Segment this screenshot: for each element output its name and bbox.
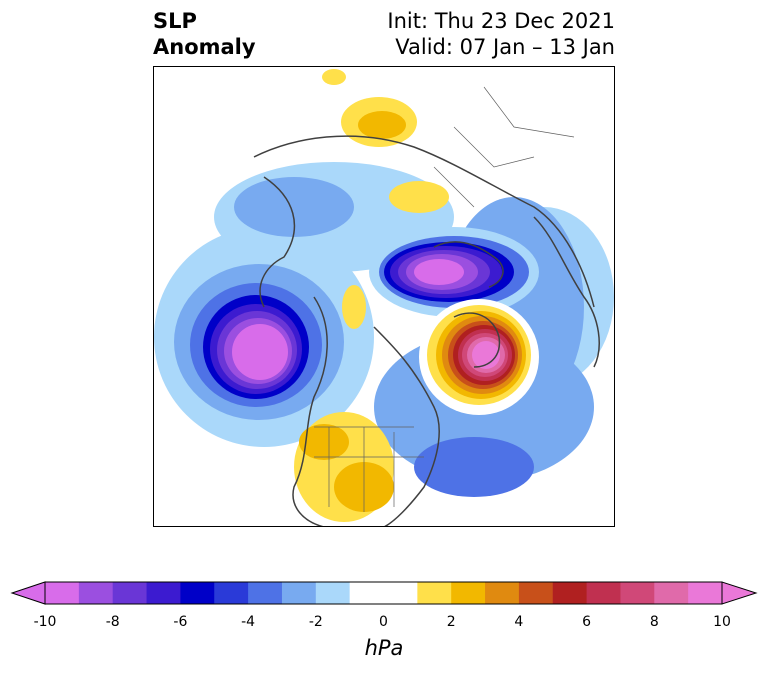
anomaly-contours bbox=[154, 69, 614, 522]
colorbar-units: hPa bbox=[364, 636, 404, 660]
colorbar-arrow-high bbox=[721, 581, 758, 605]
colorbar-tick-label: 0 bbox=[379, 614, 388, 630]
init-date: Init: Thu 23 Dec 2021 bbox=[387, 9, 615, 33]
colorbar-segment bbox=[315, 582, 351, 604]
colorbar-segment bbox=[485, 582, 520, 604]
colorbar-tick-label: 4 bbox=[514, 614, 524, 630]
colorbar-segment bbox=[383, 582, 418, 604]
colorbar-tick-label: 2 bbox=[446, 614, 456, 630]
colorbar-tick-label: 10 bbox=[713, 614, 731, 630]
colorbar-outline bbox=[44, 581, 723, 605]
colorbar-arrow-low bbox=[10, 581, 46, 605]
map-canvas bbox=[154, 69, 614, 526]
colorbar-tick-label: -8 bbox=[105, 614, 120, 630]
colorbar-segment bbox=[349, 582, 384, 604]
title-variable: SLP Anomaly bbox=[153, 8, 256, 60]
colorbar-tick-label: -2 bbox=[308, 614, 323, 630]
colorbar-segment bbox=[45, 582, 80, 604]
colorbar-tick-label: -10 bbox=[33, 614, 57, 630]
colorbar-segment bbox=[688, 582, 723, 604]
title-line-1: SLP bbox=[153, 9, 197, 33]
colorbar-segment bbox=[248, 582, 283, 604]
colorbar-segments bbox=[10, 581, 758, 605]
colorbar-segment bbox=[552, 582, 588, 604]
colorbar-segment bbox=[417, 582, 452, 604]
coastlines bbox=[253, 135, 600, 526]
colorbar-segment bbox=[214, 582, 249, 604]
title-dates: Init: Thu 23 Dec 2021 Valid: 07 Jan – 13… bbox=[387, 8, 615, 60]
colorbar-tick-label: -4 bbox=[241, 614, 256, 630]
colorbar-tick-label: -6 bbox=[173, 614, 188, 630]
colorbar-segment bbox=[518, 582, 554, 604]
colorbar-segment bbox=[281, 582, 317, 604]
colorbar bbox=[10, 581, 758, 605]
colorbar-segment bbox=[654, 582, 689, 604]
valid-range: Valid: 07 Jan – 13 Jan bbox=[395, 35, 615, 59]
colorbar-segment bbox=[78, 582, 114, 604]
anomaly-map bbox=[153, 66, 615, 527]
colorbar-tick-label: 8 bbox=[649, 614, 659, 630]
colorbar-segment bbox=[586, 582, 621, 604]
title-line-2: Anomaly bbox=[153, 35, 256, 59]
colorbar-segment bbox=[146, 582, 181, 604]
borders bbox=[314, 86, 575, 512]
colorbar-segment bbox=[451, 582, 486, 604]
colorbar-segment bbox=[180, 582, 215, 604]
colorbar-tick-label: 6 bbox=[582, 614, 592, 630]
colorbar-segment bbox=[620, 582, 655, 604]
colorbar-segment bbox=[112, 582, 148, 604]
